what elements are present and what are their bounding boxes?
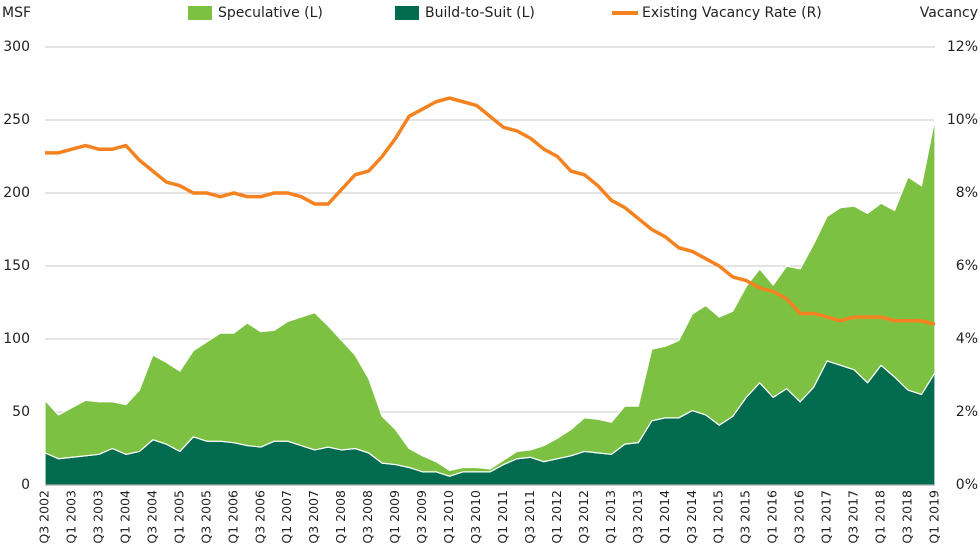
x-tick-label: Q3 2002 (37, 490, 52, 544)
y-tick-label: 150 (3, 258, 30, 274)
y2-tick-label: 6% (956, 258, 978, 274)
x-tick-label: Q3 2018 (900, 490, 915, 544)
x-tick-label: Q3 2011 (522, 490, 537, 544)
legend-swatch (188, 6, 212, 20)
x-tick-label: Q1 2015 (711, 490, 726, 544)
y-tick-label: 100 (3, 331, 30, 347)
y2-tick-label: 0% (956, 477, 978, 493)
x-tick-label: Q3 2010 (468, 490, 483, 544)
x-tick-label: Q1 2005 (171, 490, 186, 544)
y2-axis-label: Vacancy (920, 5, 978, 21)
x-tick-label: Q3 2009 (414, 490, 429, 544)
x-tick-label: Q3 2007 (306, 490, 321, 544)
legend-label: Build-to-Suit (L) (425, 5, 535, 21)
x-tick-label: Q1 2008 (333, 490, 348, 544)
x-tick-label: Q1 2009 (387, 490, 402, 544)
y-tick-label: 0 (21, 477, 30, 493)
y2-tick-label: 12% (947, 39, 978, 55)
y2-tick-label: 10% (947, 112, 978, 128)
y2-tick-label: 2% (956, 404, 978, 420)
x-tick-label: Q3 2012 (576, 490, 591, 544)
x-tick-label: Q3 2016 (792, 490, 807, 544)
legend-label: Speculative (L) (218, 5, 323, 21)
x-tick-label: Q3 2013 (630, 490, 645, 544)
x-tick-label: Q1 2004 (117, 490, 132, 544)
x-tick-label: Q3 2005 (198, 490, 213, 544)
x-tick-label: Q3 2017 (846, 490, 861, 544)
x-tick-label: Q3 2014 (684, 490, 699, 544)
x-tick-label: Q1 2017 (819, 490, 834, 544)
x-tick-label: Q3 2006 (252, 490, 267, 544)
y-tick-label: 250 (3, 112, 30, 128)
x-tick-label: Q3 2003 (90, 490, 105, 544)
legend-label: Existing Vacancy Rate (R) (642, 5, 822, 21)
x-tick-label: Q1 2003 (63, 490, 78, 544)
x-tick-label: Q3 2004 (144, 490, 159, 544)
x-tick-label: Q1 2012 (549, 490, 564, 544)
area (44, 117, 936, 477)
y-tick-label: 200 (3, 185, 30, 201)
x-tick-label: Q1 2016 (765, 490, 780, 544)
y2-tick-label: 8% (956, 185, 978, 201)
x-tick-label: Q1 2019 (927, 490, 942, 544)
legend-swatch (395, 6, 419, 20)
y2-tick-label: 4% (956, 331, 978, 347)
x-tick-label: Q1 2006 (225, 490, 240, 544)
line (45, 96, 936, 327)
y-tick-label: 300 (3, 39, 30, 55)
x-tick-label: Q1 2018 (873, 490, 888, 544)
x-tick-label: Q1 2011 (495, 490, 510, 544)
x-tick-label: Q3 2015 (738, 490, 753, 544)
x-tick-label: Q1 2010 (441, 490, 456, 544)
x-tick-label: Q1 2014 (657, 490, 672, 544)
x-tick-label: Q1 2007 (279, 490, 294, 544)
x-tick-label: Q3 2008 (360, 490, 375, 544)
x-tick-label: Q1 2013 (603, 490, 618, 544)
y-tick-label: 50 (12, 404, 30, 420)
y-axis-label: MSF (2, 5, 31, 21)
